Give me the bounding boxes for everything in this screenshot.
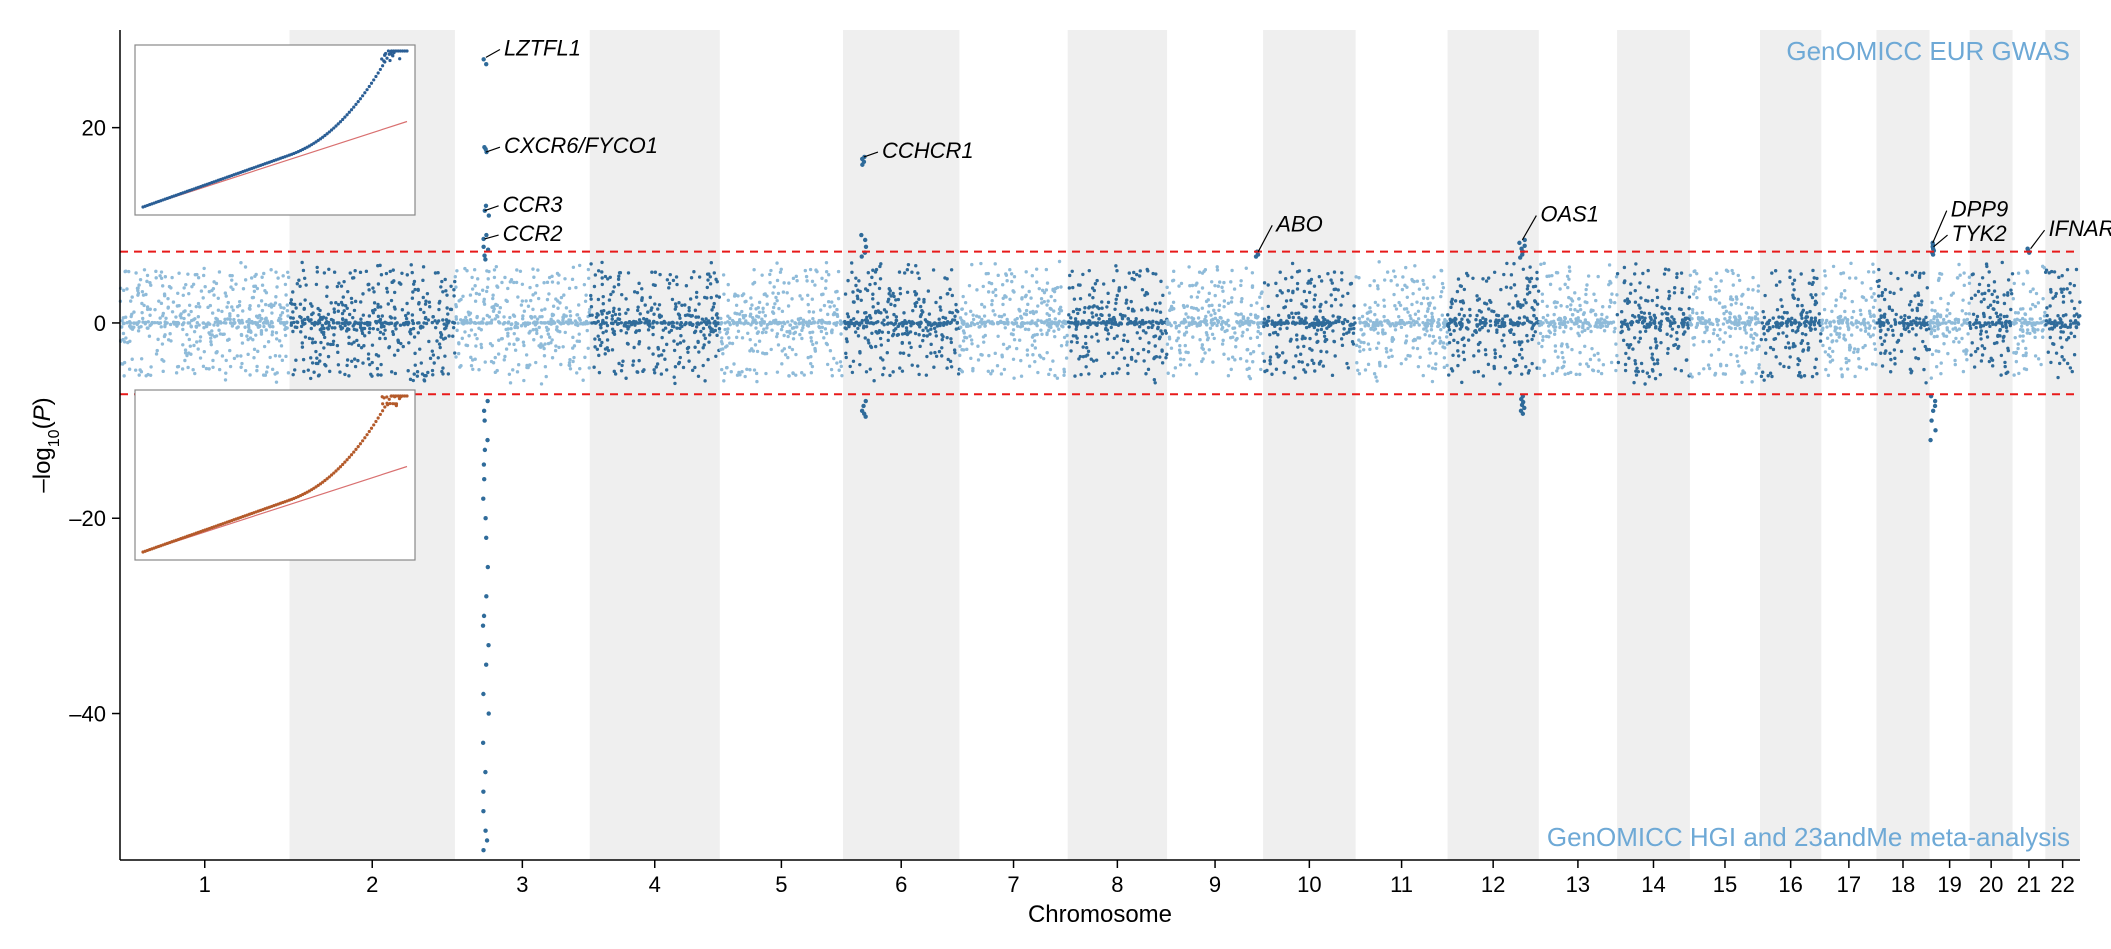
gene-label: ABO [1274,211,1322,236]
gene-label: CCR3 [503,192,564,217]
gene-label: CCR2 [503,221,563,246]
chrom-tick-label: 8 [1111,872,1123,897]
chrom-tick-label: 20 [1979,872,2003,897]
y-tick-label: –20 [69,506,106,531]
gene-label: OAS1 [1540,202,1599,227]
chrom-tick-label: 18 [1891,872,1915,897]
y-tick-label: 0 [94,311,106,336]
chrom-tick-label: 22 [2050,872,2074,897]
chrom-tick-label: 7 [1007,872,1019,897]
gene-label: CXCR6/FYCO1 [504,133,658,158]
qq-inset [135,45,415,215]
chrom-tick-label: 6 [895,872,907,897]
chrom-tick-label: 5 [775,872,787,897]
y-tick-label: 20 [82,116,106,141]
gene-label: CCHCR1 [882,138,974,163]
chrom-tick-label: 17 [1837,872,1861,897]
chrom-tick-label: 9 [1209,872,1221,897]
chrom-tick-label: 14 [1641,872,1665,897]
gene-label: IFNAR2 [2049,216,2111,241]
chrom-tick-label: 12 [1481,872,1505,897]
miami-plot: –40–20020–log10(P)1234567891011121314151… [0,0,2111,949]
chrom-tick-label: 1 [199,872,211,897]
chrom-tick-label: 10 [1297,872,1321,897]
chrom-tick-label: 19 [1937,872,1961,897]
x-axis-label: Chromosome [1028,901,1172,928]
chrom-tick-label: 2 [366,872,378,897]
chrom-tick-label: 21 [2017,872,2041,897]
top-panel-title: GenOMICC EUR GWAS [1786,36,2070,66]
gene-label: DPP9 [1951,197,2008,222]
chrom-tick-label: 15 [1713,872,1737,897]
bottom-panel-title: GenOMICC HGI and 23andMe meta-analysis [1547,822,2070,852]
gene-label: LZTFL1 [504,36,581,61]
chrom-tick-label: 4 [649,872,661,897]
y-tick-label: –40 [69,702,106,727]
chrom-tick-label: 16 [1778,872,1802,897]
qq-inset [135,390,415,560]
gene-label: TYK2 [1952,221,2007,246]
chrom-tick-label: 11 [1390,872,1413,897]
chrom-tick-label: 3 [516,872,528,897]
chrom-tick-label: 13 [1566,872,1590,897]
